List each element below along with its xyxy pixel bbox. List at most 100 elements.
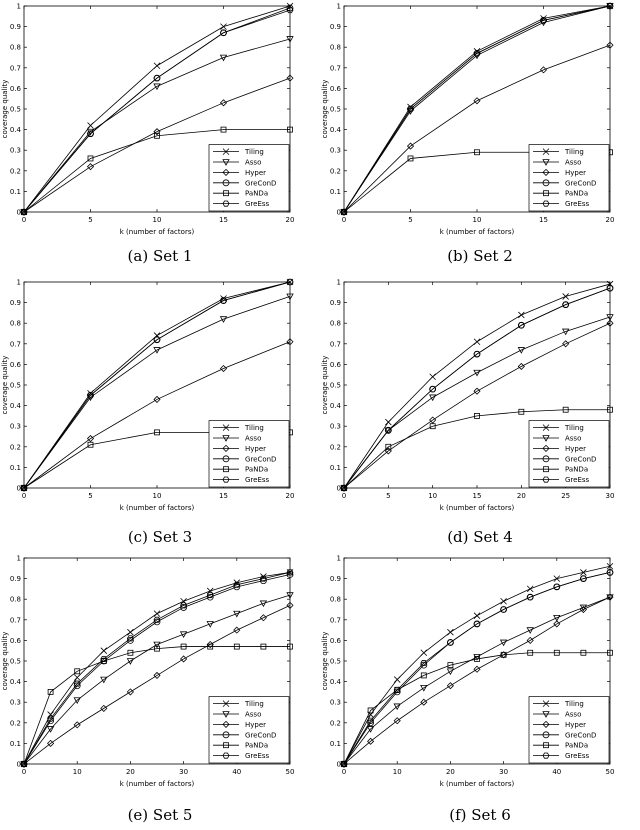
y-tick-label: 0.3 (10, 699, 21, 707)
data-point-greess (500, 606, 508, 613)
data-point-greess (20, 208, 28, 216)
y-tick-label: 0.3 (10, 423, 21, 431)
series-line-hyper (23, 341, 291, 489)
data-point-asso (126, 658, 135, 665)
series-line-hyper (343, 322, 611, 489)
y-tick-label: 0.6 (330, 637, 342, 645)
data-point-panda (87, 441, 94, 448)
y-tick-label: 1 (17, 3, 21, 11)
data-point-panda (47, 688, 54, 695)
x-tick-label: 15 (473, 492, 482, 500)
y-tick-label: 0.4 (10, 126, 22, 134)
chart-panel-e: 0 0.1 0.2 0.3 0.4 0.5 0.6 0.7 0.8 0.9 1 0 10 20 30 40 50… (0, 552, 320, 828)
y-tick-label: 0.5 (10, 106, 21, 114)
legend-label-panda: PaNDa (565, 466, 588, 474)
data-point-greess (126, 635, 134, 642)
legend-label-greess: GreEss (245, 476, 270, 484)
legend-marker-grecond (542, 455, 550, 463)
legend-label-tiling: Tiling (564, 424, 584, 432)
data-point-panda (287, 126, 293, 133)
y-tick-label: 0.8 (330, 320, 341, 328)
legend-label-greess: GreEss (565, 476, 590, 484)
legend-marker-greess (542, 752, 550, 759)
y-tick-label: 0.9 (330, 575, 341, 583)
data-point-panda (420, 672, 427, 679)
data-point-greess (153, 616, 161, 623)
x-tick-label: 50 (286, 768, 295, 776)
data-point-greess (47, 715, 55, 722)
legend (528, 696, 610, 764)
series-line-greess (23, 9, 291, 213)
legend-marker-panda (543, 190, 549, 197)
data-point-greess (153, 336, 161, 343)
y-tick-label: 0 (17, 485, 21, 493)
legend-marker-grecond (542, 731, 550, 739)
y-tick-label: 0.1 (330, 188, 341, 196)
data-point-panda (500, 651, 507, 658)
data-point-greess (384, 427, 392, 434)
data-point-tiling (100, 647, 108, 654)
series-line-hyper (343, 596, 611, 765)
data-point-hyper (473, 97, 481, 105)
data-point-panda (87, 155, 94, 162)
data-point-tiling (553, 575, 561, 582)
legend-label-asso: Asso (245, 435, 261, 443)
data-point-tiling (518, 311, 525, 319)
legend-label-grecond: GreConD (245, 455, 276, 463)
series-line-greess (23, 281, 291, 489)
legend-marker-hyper (542, 444, 550, 452)
data-point-greess (286, 7, 294, 14)
y-tick-label: 0.6 (330, 361, 342, 369)
data-point-greess (429, 386, 437, 393)
data-point-hyper (219, 364, 228, 373)
data-point-hyper (420, 698, 428, 706)
data-point-panda (607, 406, 613, 413)
legend-label-panda: PaNDa (245, 466, 268, 474)
x-axis-label: k (number of factors) (440, 504, 515, 512)
data-point-greess (473, 620, 481, 627)
x-tick-label: 10 (473, 216, 482, 224)
x-axis-label: k (number of factors) (120, 504, 195, 512)
x-tick-label: 15 (219, 492, 228, 500)
data-point-tiling (73, 674, 81, 681)
data-point-hyper (286, 601, 294, 609)
legend-marker-tiling (542, 148, 550, 155)
chart-panel-c: 0 0.1 0.2 0.3 0.4 0.5 0.6 0.7 0.8 0.9 1 0 5 10 15 20 k (… (0, 276, 320, 552)
caption-d: (d) Set 4 (447, 528, 513, 546)
series-line-asso (23, 594, 291, 765)
data-point-grecond (420, 661, 428, 669)
data-point-panda (407, 155, 414, 162)
y-tick-label: 0.4 (10, 678, 22, 686)
data-point-greess (286, 279, 294, 286)
y-tick-label: 0.1 (330, 740, 341, 748)
y-tick-label: 0.4 (10, 402, 22, 410)
legend-label-asso: Asso (565, 159, 581, 167)
y-tick-label: 0.3 (330, 423, 341, 431)
legend-label-asso: Asso (245, 711, 261, 719)
y-tick-label: 0.6 (330, 85, 342, 93)
y-tick-label: 0.4 (330, 678, 342, 686)
legend-marker-greess (542, 476, 550, 483)
data-point-greess (473, 50, 481, 57)
caption-a: (a) Set 1 (127, 247, 193, 265)
legend-marker-grecond (222, 731, 230, 739)
data-point-greess (562, 301, 570, 308)
y-tick-label: 0.7 (10, 340, 21, 348)
x-axis-label: k (number of factors) (120, 228, 195, 236)
data-point-greess (220, 297, 227, 304)
legend-label-hyper: Hyper (565, 721, 586, 729)
legend-marker-grecond (222, 179, 230, 187)
data-point-panda (287, 643, 293, 650)
y-tick-label: 0.2 (10, 719, 21, 727)
data-point-hyper (286, 74, 294, 82)
y-tick-label: 0.9 (10, 23, 21, 31)
y-tick-label: 0.2 (10, 443, 21, 451)
data-point-greess (73, 680, 81, 687)
y-tick-label: 0.8 (10, 596, 21, 604)
legend-label-tiling: Tiling (564, 700, 584, 708)
data-point-panda (220, 126, 227, 133)
legend-label-tiling: Tiling (244, 424, 264, 432)
chart-panel-d: 0 0.1 0.2 0.3 0.4 0.5 0.6 0.7 0.8 0.9 1 0 5 10 15 20 25 3… (320, 276, 640, 552)
legend-marker-grecond (222, 455, 230, 463)
x-tick-label: 20 (286, 492, 295, 500)
